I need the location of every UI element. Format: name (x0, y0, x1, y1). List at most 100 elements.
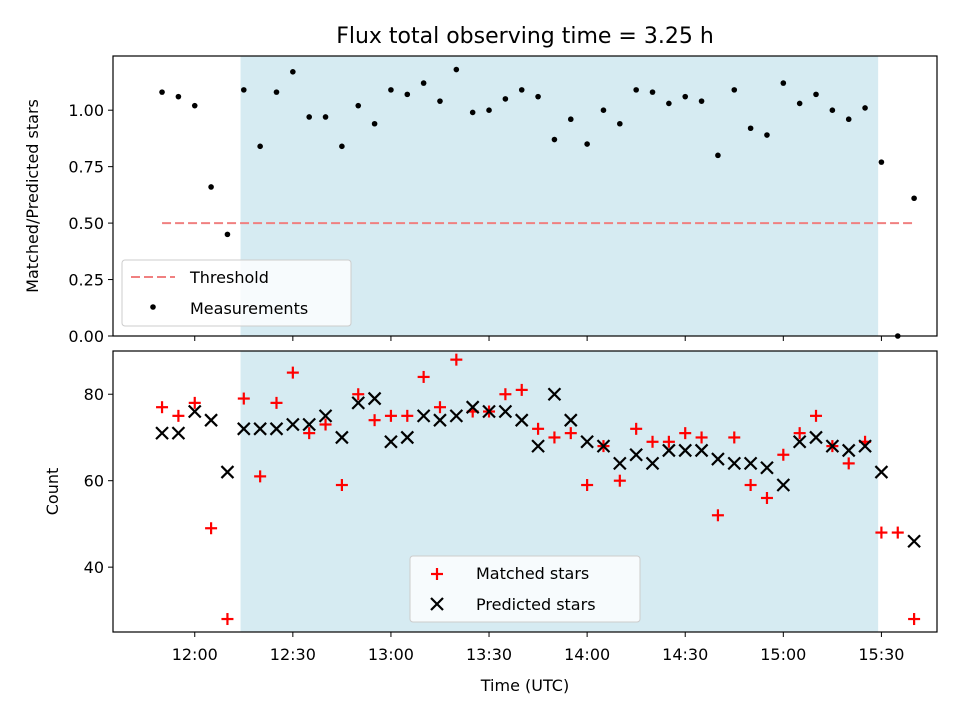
measurement-point (796, 100, 803, 107)
matched-star-point (793, 427, 806, 440)
bottom-y-axis-label: Count (43, 468, 62, 516)
measurement-point (911, 195, 917, 202)
measurement-point (388, 87, 394, 93)
predicted-star-point (514, 413, 529, 427)
x-tick-label: 14:00 (564, 645, 610, 664)
predicted-star-point (613, 456, 627, 471)
predicted-star-point (433, 413, 447, 427)
matched-star-point (401, 409, 414, 422)
matched-star-point (335, 479, 348, 492)
measurement-point (617, 120, 623, 127)
bottom-y-tick-label: 40 (84, 558, 104, 577)
measurement-point (780, 80, 787, 86)
measurement-point (600, 107, 607, 113)
measurement-point (486, 107, 492, 113)
measurement-point (813, 91, 819, 98)
x-tick-label: 13:00 (368, 645, 414, 664)
measurement-point (845, 116, 852, 123)
matched-star-point (679, 427, 692, 440)
predicted-star-point (302, 417, 316, 432)
measurement-point (764, 132, 770, 138)
measurement-point (747, 125, 754, 132)
predicted-star-point (465, 400, 480, 414)
predicted-star-points (155, 387, 921, 548)
x-tick-label: 15:30 (858, 645, 904, 664)
measurement-point (208, 184, 214, 190)
legend-predicted-marker (430, 597, 444, 611)
top-axes-frame (112, 55, 938, 337)
measurement-point (878, 159, 885, 165)
predicted-star-point (825, 439, 840, 453)
measurement-point (273, 89, 280, 95)
matched-star-point (564, 427, 577, 440)
top-y-axis-label: Matched/Predicted stars (23, 99, 42, 293)
top-legend-box (121, 259, 352, 327)
bottom-panel: 40 60 80 12:00 12:30 13:00 13:30 14:00 14:30 15:… (43, 350, 938, 695)
matched-star-point (662, 435, 675, 448)
bottom-legend: Matched stars Predicted stars (409, 555, 641, 623)
measurement-point (339, 143, 345, 150)
predicted-star-point (253, 422, 267, 436)
measurement-point (404, 91, 411, 98)
predicted-star-point (171, 426, 186, 440)
predicted-star-point (547, 387, 562, 402)
measurement-point (518, 87, 525, 93)
bottom-y-tick-label: 60 (84, 472, 104, 491)
matched-star-point (286, 366, 299, 379)
measurement-point (584, 141, 590, 147)
predicted-star-point (416, 409, 431, 423)
predicted-star-point (449, 409, 464, 423)
matched-star-point (810, 409, 823, 422)
top-y-ticks: 0.00 0.25 0.50 0.75 1.00 (68, 101, 113, 346)
predicted-star-point (694, 443, 709, 458)
measurement-point (224, 231, 231, 238)
predicted-star-point (858, 439, 872, 453)
measurement-point (159, 89, 165, 95)
predicted-star-point (531, 439, 545, 453)
legend-measurement-swatch (150, 304, 156, 310)
matched-star-point (646, 435, 659, 448)
predicted-star-point (155, 426, 169, 440)
top-y-tick-label: 0.25 (68, 271, 104, 290)
matched-star-point (532, 422, 545, 435)
matched-star-point (368, 414, 381, 427)
measurement-point (633, 87, 639, 93)
measurement-point (420, 80, 427, 86)
predicted-star-point (662, 443, 676, 458)
matched-star-point (384, 409, 397, 422)
x-tick-label: 13:30 (466, 645, 512, 664)
predicted-star-point (580, 435, 594, 449)
matched-star-point (172, 409, 185, 422)
matched-star-points (156, 353, 921, 626)
predicted-star-point (645, 456, 660, 471)
legend-predicted-swatch (430, 597, 444, 611)
predicted-star-point (776, 478, 791, 492)
predicted-star-point (727, 456, 742, 471)
legend-predicted-label: Predicted stars (476, 595, 596, 614)
measurement-point (567, 116, 574, 123)
predicted-star-point (269, 422, 284, 436)
top-y-tick-label: 0.50 (68, 214, 104, 233)
predicted-star-point (367, 391, 382, 406)
legend-threshold-label: Threshold (189, 268, 269, 287)
measurement-point (649, 89, 656, 95)
measurement-point (731, 87, 738, 93)
measurement-point (715, 152, 721, 159)
legend-matched-label: Matched stars (476, 564, 589, 583)
predicted-star-point (318, 409, 333, 423)
predicted-star-point (286, 417, 300, 432)
measurement-point (502, 96, 509, 102)
measurement-point (453, 66, 460, 73)
measurement-point (322, 114, 329, 120)
matched-star-point (695, 431, 708, 444)
matched-star-point (744, 479, 757, 492)
matched-star-point (417, 370, 430, 383)
top-y-tick-label: 1.00 (68, 101, 104, 120)
top-legend: Threshold Measurements (121, 259, 352, 327)
measurement-point (257, 143, 263, 150)
measurement-point (535, 93, 541, 100)
matched-star-point (728, 431, 741, 444)
predicted-star-point (711, 452, 725, 466)
measurement-point (355, 102, 362, 109)
